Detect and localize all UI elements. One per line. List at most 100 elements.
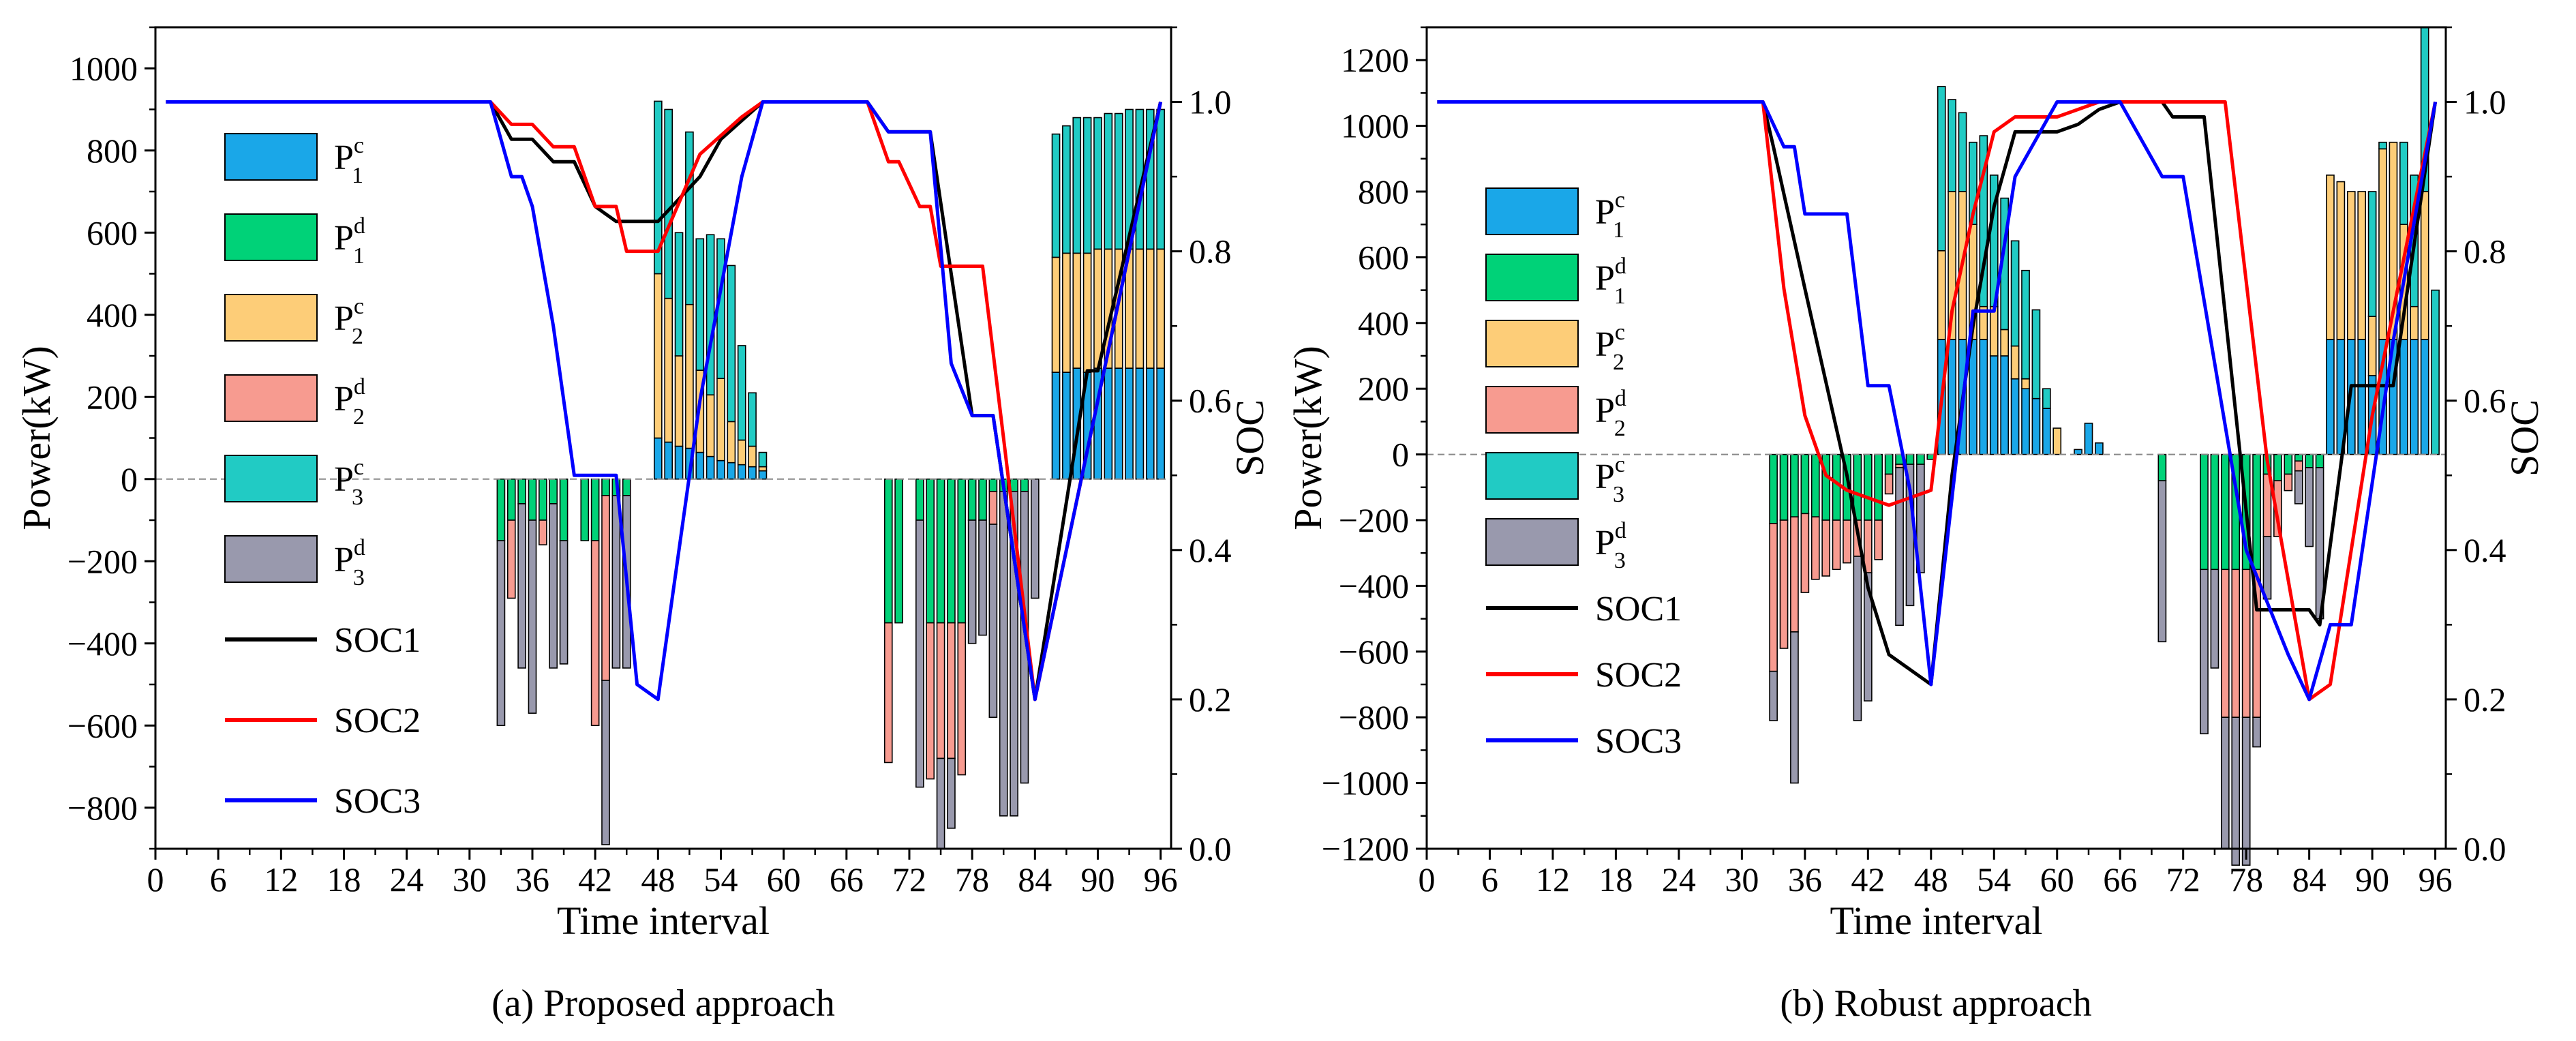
legend-item-p2d: Pd 2: [1485, 386, 1626, 441]
x-tick-label: 36: [515, 860, 549, 899]
legend-item-p1d: Pd 1: [224, 213, 365, 269]
bar-P1d-t33: [1769, 453, 1778, 524]
series-line-soc2: [1437, 100, 2438, 701]
x-tick-label: 30: [453, 860, 487, 899]
legend-item-p2d: Pd 2: [224, 374, 365, 429]
x-tick-label: 30: [1725, 860, 1759, 899]
plot-frame: [1425, 26, 2447, 850]
bar-P1c-t92: [1114, 367, 1123, 480]
bar-P2c-t91: [2378, 148, 2387, 340]
bar-P3c-t57: [748, 392, 757, 447]
x-tick-label: 0: [147, 860, 164, 899]
bar-P2c-t56: [737, 439, 746, 466]
bar-P2c-t53: [706, 394, 715, 457]
bar-group: [496, 100, 1165, 849]
series-line-soc3: [166, 100, 1163, 701]
legend: Pc 1 Pd 1 Pc 2 Pd 2 Pc 3 Pd 3 SOC1 SOC2 SOC3: [1485, 187, 1682, 761]
legend-swatch: [224, 213, 318, 261]
x-tick-label: 6: [1481, 860, 1498, 899]
bar-P3c-t50: [1948, 99, 1956, 192]
x-tick-label: 84: [2292, 860, 2327, 899]
bar-P2c-t54: [1989, 305, 1999, 357]
bar-P3d-t78: [967, 519, 977, 644]
bar-P3d-t74: [2200, 569, 2209, 735]
legend-label: Pc 2: [1595, 320, 1625, 375]
bar-P1c-t56: [737, 464, 746, 480]
bar-P1d-t74: [2200, 453, 2209, 571]
bar-P2d-t36: [1800, 513, 1810, 593]
x-tick-label: 90: [1080, 860, 1115, 899]
bar-P1d-t33: [496, 478, 506, 541]
bar-P2d-t76: [947, 622, 956, 759]
bar-P1c-t54: [716, 459, 725, 480]
y-tick-label: −400: [67, 624, 138, 663]
bar-P2c-t95: [2420, 191, 2429, 340]
y-tick-label: 600: [1358, 238, 1409, 276]
x-tick-label: 18: [1598, 860, 1633, 899]
y-tick-label: −600: [1339, 633, 1409, 671]
bar-P2d-t81: [2273, 480, 2282, 537]
bar-P1d-t44: [1884, 453, 1894, 475]
bar-P1d-t83: [1020, 478, 1029, 492]
bar-P1c-t86: [2326, 339, 2335, 455]
bar-P3d-t44: [611, 495, 621, 669]
bar-P1d-t34: [1779, 453, 1789, 521]
y-tick-label: 1000: [70, 49, 138, 87]
bar-P1c-t58: [758, 470, 768, 480]
bar-P2c-t50: [674, 355, 684, 447]
bar-P2c-t58: [758, 466, 768, 472]
bar-P3c-t95: [1145, 108, 1155, 250]
bar-P1d-t85: [2315, 453, 2324, 468]
bar-P3d-t79: [978, 519, 987, 636]
panel-caption: (b) Robust approach: [1780, 982, 2091, 1025]
legend-item-p2c: Pc 2: [1485, 320, 1625, 375]
legend-label: Pc 3: [334, 455, 364, 510]
bar-P2c-t88: [2346, 191, 2356, 340]
y2-tick-label: 0.8: [1189, 232, 1232, 271]
bar-P3d-t84: [2305, 467, 2314, 547]
bar-P1d-t76: [947, 478, 956, 624]
bar-P3c-t58: [2031, 309, 2041, 399]
y2-tick-label: 0.6: [1189, 382, 1232, 420]
legend-item-p1d: Pd 1: [1485, 254, 1626, 309]
bar-P1c-t57: [748, 466, 757, 480]
bar-P1d-t75: [2210, 453, 2219, 571]
bar-P2c-t90: [2367, 316, 2377, 376]
bar-P2d-t70: [883, 622, 893, 764]
legend-label: Pc 2: [334, 294, 364, 349]
bar-P3d-t38: [549, 503, 558, 669]
bar-P1c-t95: [2420, 339, 2429, 455]
bar-P3c-t48: [653, 100, 663, 275]
legend-swatch: [1485, 386, 1579, 434]
bar-P1d-t47: [1916, 453, 1925, 465]
x-tick-label: 60: [767, 860, 801, 899]
bar-P1d-t78: [967, 478, 977, 521]
bar-P1d-t34: [506, 478, 516, 521]
bar-P2c-t86: [1051, 256, 1061, 373]
legend-item-p3c: Pc 3: [1485, 452, 1625, 507]
bar-P3c-t88: [1072, 117, 1082, 254]
legend-item-p2c: Pc 2: [224, 294, 364, 349]
bar-P2d-t82: [2284, 473, 2293, 492]
bar-P1d-t73: [915, 478, 924, 521]
legend-item-soc1: SOC1: [1486, 590, 1682, 629]
legend-item-soc2: SOC2: [1486, 656, 1682, 695]
bar-P1d-t37: [539, 478, 547, 521]
y2-tick-label: 1.0: [1189, 83, 1232, 121]
legend-swatch: [224, 374, 318, 422]
bar-P1c-t94: [2410, 339, 2419, 455]
bar-P3d-t78: [2241, 716, 2251, 866]
bar-P1c-t55: [727, 462, 736, 480]
x-tick-label: 24: [1662, 860, 1696, 899]
bar-P2c-t48: [653, 273, 663, 439]
bar-P3d-t35: [517, 503, 526, 669]
bar-P2c-t94: [1135, 248, 1145, 369]
bar-P1c-t50: [674, 445, 684, 480]
bar-P2c-t57: [2021, 378, 2030, 389]
bar-P1d-t75: [936, 478, 945, 624]
bar-P3d-t83: [2294, 470, 2303, 504]
bar-P3c-t89: [1082, 117, 1092, 254]
legend-label: SOC3: [1595, 722, 1682, 761]
bar-P2d-t33: [1769, 523, 1778, 672]
bar-P1c-t95: [1145, 367, 1155, 480]
